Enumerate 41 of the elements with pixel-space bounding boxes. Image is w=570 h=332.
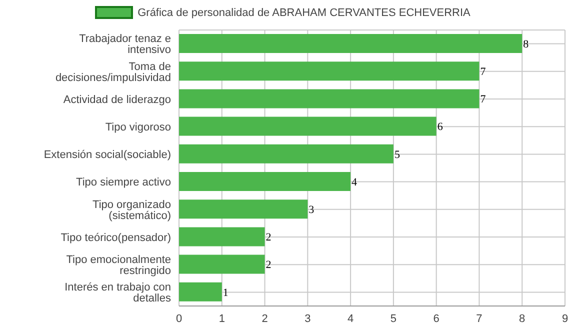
y-tick-label: Tipo emocionalmente restringido (66, 254, 171, 278)
y-tick-label: Tipo vigoroso (105, 122, 171, 134)
x-tick-label: 9 (562, 312, 568, 325)
data-label: 4 (352, 176, 358, 188)
y-tick-label: Interés en trabajo con detalles (64, 282, 172, 305)
x-tick-label: 7 (476, 312, 482, 325)
y-tick-label: Tipo organizado (sistemático) (92, 198, 171, 222)
bar (179, 144, 394, 164)
bar (179, 282, 222, 302)
x-tick-label: 4 (347, 312, 354, 325)
y-tick-label: Trabajador tenaz e intensivo (79, 33, 171, 56)
bar (179, 254, 265, 274)
bar (179, 89, 480, 108)
bar (179, 227, 265, 246)
y-tick-label: Extensión social(sociable) (44, 149, 171, 162)
x-tick-label: 8 (519, 312, 526, 325)
legend-label: Gráfica de personalidad de ABRAHAM CERVANTES ECHEVERRIA (138, 6, 470, 18)
x-tick-label: 3 (304, 312, 311, 325)
bar (179, 116, 436, 136)
bar (179, 200, 308, 219)
data-label: 7 (480, 94, 486, 106)
data-label: 8 (523, 38, 530, 50)
data-label: 2 (266, 232, 272, 244)
data-label: 3 (308, 204, 315, 216)
data-label: 2 (266, 259, 272, 272)
x-tick-label: 0 (176, 312, 182, 325)
y-tick-label: Actividad de liderazgo (63, 94, 171, 106)
data-label: 5 (394, 148, 400, 161)
bar (179, 172, 351, 191)
bar (179, 62, 480, 81)
data-label: 7 (480, 66, 486, 78)
x-tick-label: 2 (262, 312, 268, 325)
x-tick-label: 1 (218, 312, 225, 325)
y-tick-label: Tipo teórico(pensador) (60, 232, 171, 244)
data-label: 6 (437, 121, 444, 134)
x-tick-label: 6 (433, 312, 440, 325)
bar (179, 34, 522, 53)
x-tick-label: 5 (390, 312, 397, 325)
y-tick-label: Toma de decisiones/impulsividad (55, 60, 171, 84)
data-label: 1 (222, 286, 228, 299)
y-tick-label: Tipo siempre activo (76, 176, 171, 189)
